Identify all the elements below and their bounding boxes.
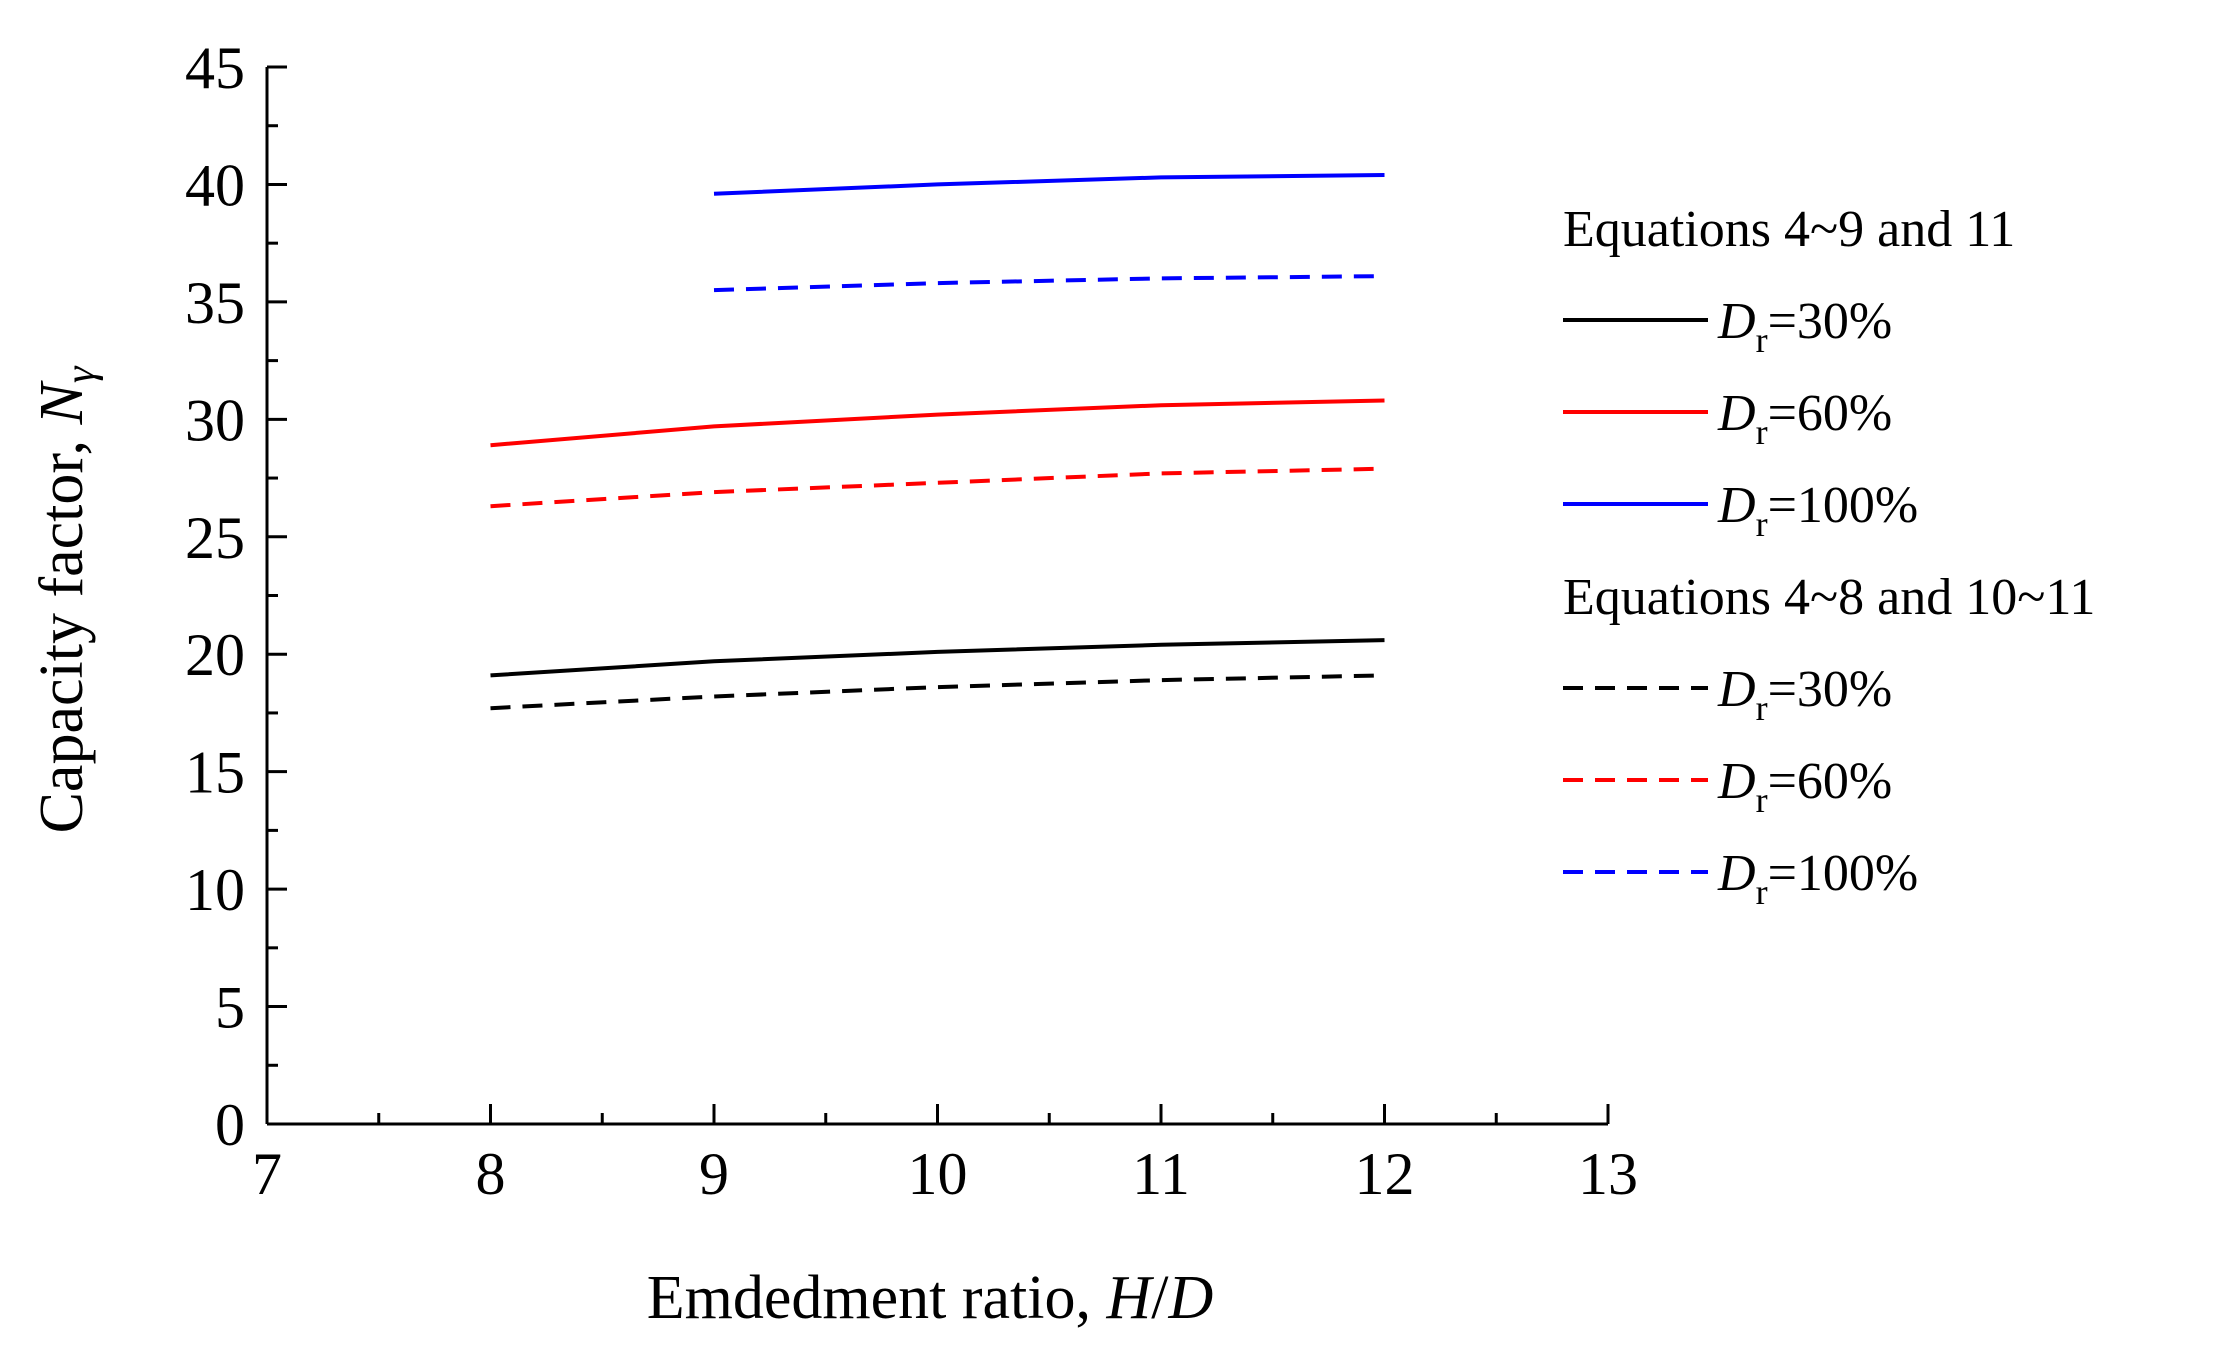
x-tick-label: 10 [908, 1141, 968, 1207]
y-tick-label: 35 [185, 270, 245, 336]
chart-legend: Equations 4~9 and 11 Dr=30% Dr=60% Dr=100% E… [1563, 201, 2095, 912]
series-line-solid-1 [490, 398, 1385, 448]
series-line-dashed-4 [490, 466, 1385, 509]
y-tick-label: 0 [215, 1092, 245, 1158]
x-tick-label: 11 [1132, 1141, 1190, 1207]
x-tick-label: 8 [476, 1141, 506, 1207]
x-tick-label: 13 [1578, 1141, 1638, 1207]
y-tick-label: 30 [185, 387, 245, 453]
series-line-dashed-5 [713, 274, 1385, 293]
legend-label: Dr=30% [1717, 661, 1892, 728]
legend-label: Dr=60% [1717, 385, 1892, 452]
y-axis-title: Capacity factor, Nγ [28, 365, 104, 833]
legend-label: Dr=30% [1717, 293, 1892, 360]
y-tick-label: 25 [185, 505, 245, 571]
y-tick-label: 20 [185, 622, 245, 688]
chart-series [490, 173, 1385, 711]
y-tick-label: 10 [185, 857, 245, 923]
y-tick-label: 15 [185, 740, 245, 806]
series-line-solid-2 [713, 173, 1385, 196]
series-line-solid-0 [490, 638, 1385, 678]
y-tick-label: 5 [215, 975, 245, 1041]
series-line-dashed-3 [490, 673, 1385, 711]
y-tick-label: 40 [185, 152, 245, 218]
legend-label: Dr=100% [1717, 845, 1918, 912]
x-tick-label: 9 [699, 1141, 729, 1207]
x-tick-label: 7 [252, 1141, 282, 1207]
x-axis-title: Emdedment ratio, H/D [647, 1264, 1214, 1332]
y-tick-label: 45 [185, 35, 245, 101]
legend-label: Dr=60% [1717, 753, 1892, 820]
legend-group-header: Equations 4~8 and 10~11 [1563, 569, 2095, 626]
legend-label: Dr=100% [1717, 477, 1918, 544]
chart-axes: 7 8 9 10 11 12 13 0 5 10 15 20 25 30 35 40 45 [185, 35, 1638, 1207]
x-tick-label: 12 [1355, 1141, 1415, 1207]
legend-group-header: Equations 4~9 and 11 [1563, 201, 2015, 258]
